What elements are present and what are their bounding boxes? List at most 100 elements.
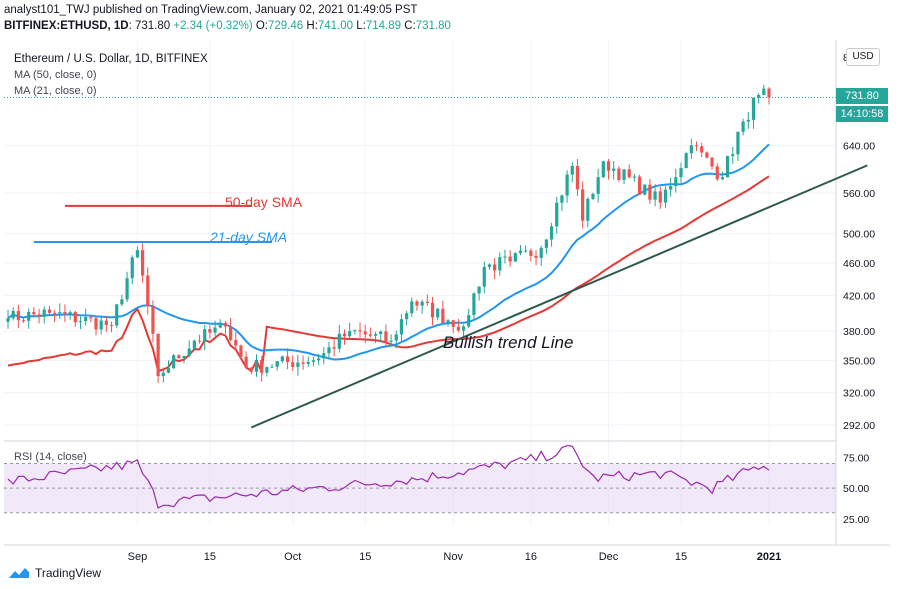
candle-body xyxy=(187,348,191,356)
candle-body xyxy=(575,165,580,190)
tradingview-brand[interactable]: TradingView xyxy=(8,566,101,580)
candle-body xyxy=(244,356,248,368)
candle-body xyxy=(151,306,155,334)
candle-body xyxy=(135,250,140,258)
candle-body xyxy=(21,320,26,322)
gridlines xyxy=(4,40,836,525)
close-label: C: xyxy=(404,20,416,32)
price-tick-label: 292.00 xyxy=(843,420,875,432)
candle-body xyxy=(115,304,119,326)
candle-body xyxy=(32,311,36,315)
ma50-legend[interactable]: MA (50, close, 0) xyxy=(14,69,97,81)
candle-body xyxy=(332,347,336,349)
currency-button[interactable]: USD xyxy=(846,48,880,66)
candle-body xyxy=(89,316,93,319)
candle-body xyxy=(757,95,761,98)
candle-body xyxy=(710,157,714,167)
candle-body xyxy=(653,191,657,200)
candle-body xyxy=(436,308,440,318)
candle-body xyxy=(394,334,398,341)
candle-body xyxy=(570,165,574,175)
ma50-path xyxy=(7,175,770,376)
candle-body xyxy=(694,145,699,147)
candle-body xyxy=(405,313,409,320)
candle-body xyxy=(606,161,611,171)
candle-body xyxy=(529,250,533,256)
candle-body xyxy=(317,358,321,361)
candle-body xyxy=(73,312,77,323)
candle-body xyxy=(270,366,274,368)
candle-body xyxy=(767,88,771,98)
candle-body xyxy=(674,177,678,187)
ma21-legend[interactable]: MA (21, close, 0) xyxy=(14,85,97,97)
candle-body xyxy=(265,367,269,373)
candle-body xyxy=(430,302,435,318)
candle-body xyxy=(327,347,331,354)
candle-body xyxy=(560,195,564,203)
candle-body xyxy=(487,264,492,267)
ma21-path xyxy=(7,143,770,361)
candle-body xyxy=(700,146,704,153)
time-tick-label: Nov xyxy=(443,551,463,563)
candle-body xyxy=(52,312,57,314)
price-tick-label: 560.00 xyxy=(843,188,875,200)
candle-body xyxy=(218,322,222,328)
candle-body xyxy=(731,154,735,157)
candle-body xyxy=(617,168,621,180)
candle-body xyxy=(306,361,310,364)
candle-body xyxy=(6,318,10,322)
tradingview-logo-icon xyxy=(9,568,29,578)
candle-body xyxy=(736,131,740,155)
low-value: 714.89 xyxy=(365,20,402,32)
time-tick-label: 2021 xyxy=(757,551,781,563)
symbol: BITFINEX:ETHUSD, 1D xyxy=(4,20,129,32)
candle-body xyxy=(353,330,357,332)
price-tick-label: 500.00 xyxy=(843,228,875,240)
rsi-line xyxy=(7,444,770,509)
ma50-line xyxy=(7,175,770,376)
candle-body xyxy=(68,312,72,314)
candle-body xyxy=(229,326,233,340)
price-change: +2.34 (+0.32%) xyxy=(173,20,253,32)
candle-body xyxy=(94,318,98,330)
rsi-tick-label: 25.00 xyxy=(843,514,869,526)
candle-body xyxy=(399,319,404,335)
candle-body xyxy=(84,316,88,322)
rsi-legend[interactable]: RSI (14, close) xyxy=(14,451,87,463)
price-tick-label: 640.00 xyxy=(843,140,875,152)
open-label: O: xyxy=(255,20,268,32)
candle-body xyxy=(720,177,725,180)
candle-body xyxy=(648,184,652,200)
candle-body xyxy=(203,329,207,342)
candle-body xyxy=(177,355,181,359)
candle-body xyxy=(586,198,590,221)
candle-body xyxy=(539,247,543,258)
candle-body xyxy=(555,202,559,227)
candle-body xyxy=(415,301,419,306)
candle-body xyxy=(420,301,424,306)
candle-body xyxy=(467,315,471,327)
candle-body xyxy=(451,320,455,327)
candle-body xyxy=(725,156,730,178)
price-tick-label: 420.00 xyxy=(843,290,875,302)
candle-body xyxy=(291,362,295,367)
candle-body xyxy=(239,345,243,357)
candle-body xyxy=(518,250,523,254)
countdown-badge: 14:10:58 xyxy=(836,106,888,122)
candle-body xyxy=(363,331,367,335)
candle-body xyxy=(368,334,372,336)
candle-body xyxy=(109,324,114,326)
price-tick-label: 380.00 xyxy=(843,326,875,338)
candle-body xyxy=(456,326,460,331)
candle-body xyxy=(565,174,569,196)
time-tick-label: 15 xyxy=(204,551,216,563)
publisher-line: analyst101_TWJ published on TradingView.… xyxy=(4,4,418,16)
candle-body xyxy=(58,312,62,314)
candle-body xyxy=(296,362,300,367)
candle-body xyxy=(16,311,20,321)
candle-body xyxy=(601,161,605,178)
candle-body xyxy=(596,177,600,194)
candle-body xyxy=(348,331,352,337)
candle-body xyxy=(379,331,383,335)
